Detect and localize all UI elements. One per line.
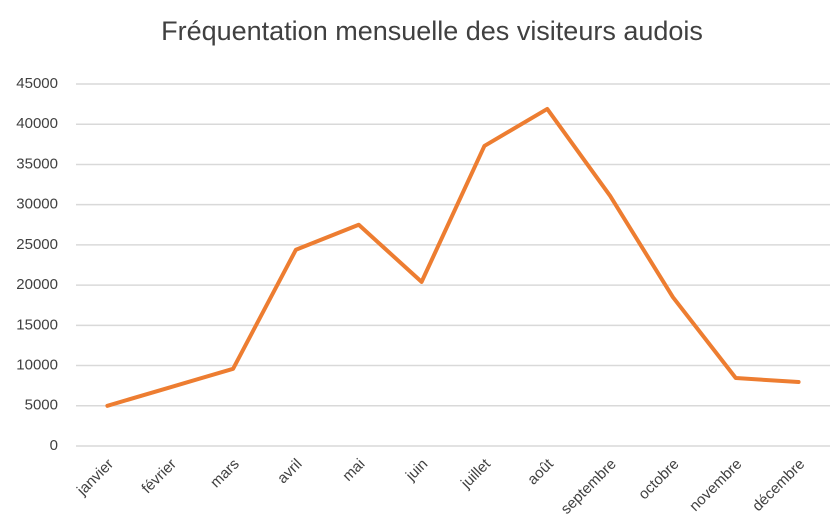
- x-tick-label: juin: [402, 456, 431, 485]
- x-tick-label: août: [524, 455, 557, 488]
- x-tick-label: avril: [274, 456, 305, 487]
- x-tick-label: février: [138, 456, 179, 497]
- y-tick-label: 0: [50, 437, 58, 454]
- x-tick-label: juillet: [457, 455, 494, 492]
- y-tick-label: 10000: [16, 357, 58, 374]
- y-tick-label: 40000: [16, 115, 58, 132]
- x-tick-label: novembre: [686, 456, 745, 515]
- y-tick-label: 35000: [16, 155, 58, 172]
- x-tick-label: janvier: [73, 456, 117, 500]
- y-tick-label: 45000: [16, 75, 58, 92]
- y-tick-label: 30000: [16, 196, 58, 213]
- y-tick-label: 5000: [25, 397, 58, 414]
- x-tick-label: mai: [339, 456, 368, 485]
- y-tick-label: 25000: [16, 236, 58, 253]
- y-tick-label: 20000: [16, 276, 58, 293]
- chart-title: Fréquentation mensuelle des visiteurs au…: [161, 16, 703, 46]
- x-tick-label: décembre: [749, 456, 808, 515]
- y-tick-label: 15000: [16, 316, 58, 333]
- x-tick-label: mars: [207, 456, 243, 492]
- x-tick-label: septembre: [558, 456, 620, 518]
- data-line: [105, 106, 801, 408]
- x-tick-label: octobre: [635, 456, 682, 503]
